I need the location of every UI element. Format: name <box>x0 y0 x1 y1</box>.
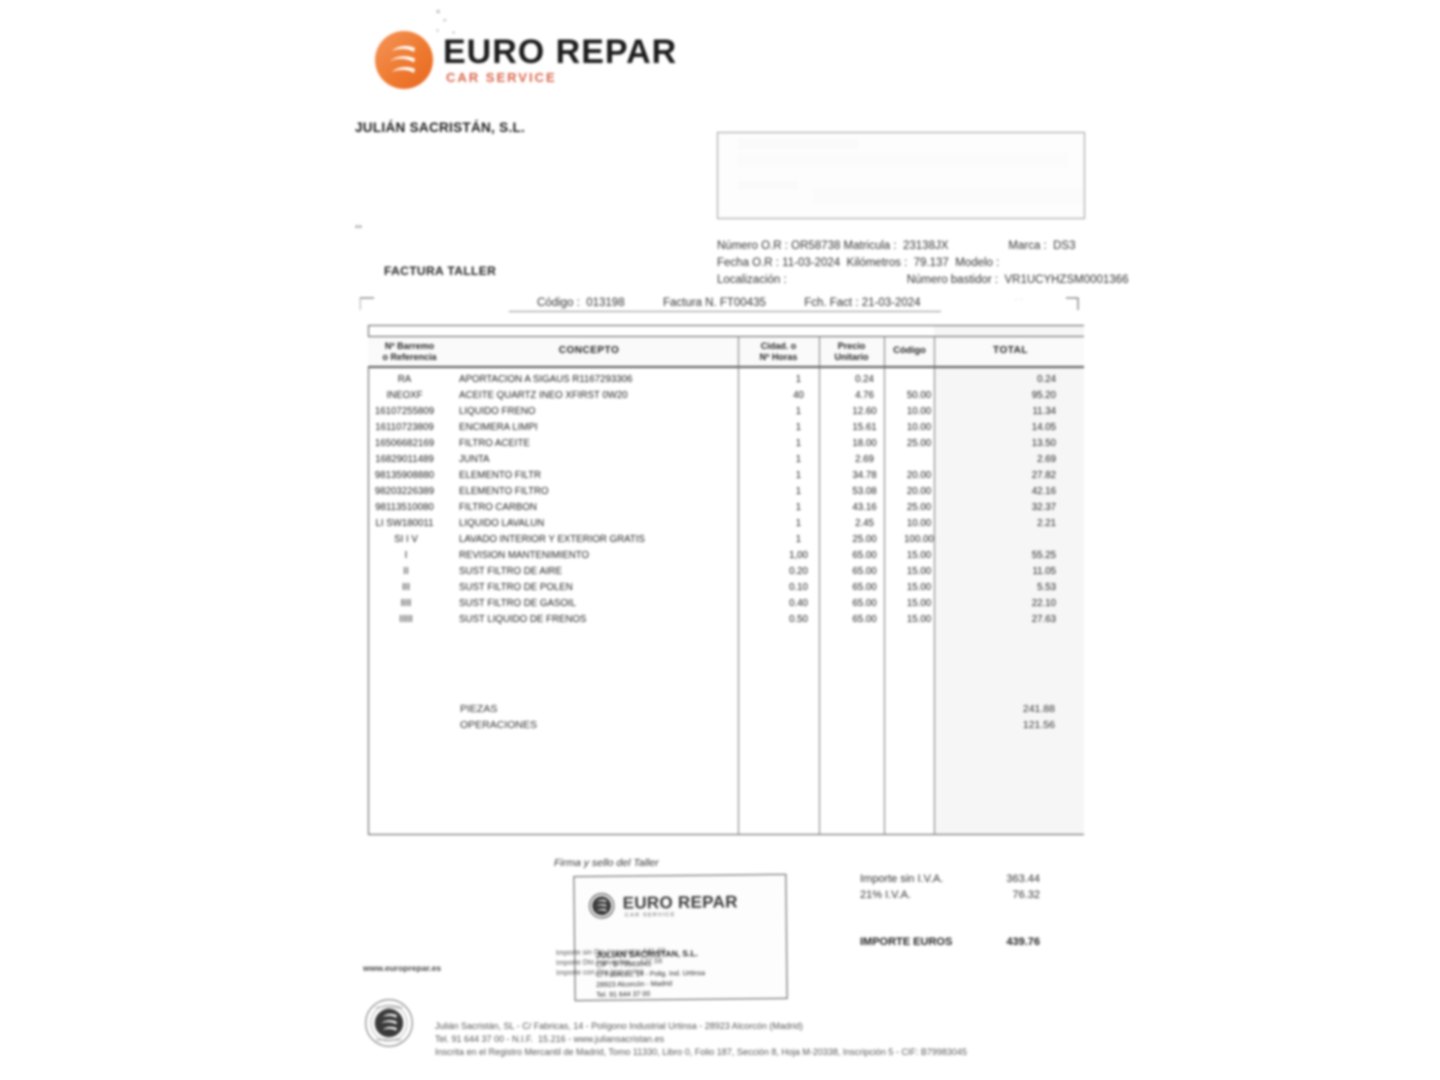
svg-text:*: * <box>452 30 455 39</box>
svg-text:*: * <box>436 28 439 37</box>
svg-text:DE RENTING: DE RENTING <box>376 1038 401 1042</box>
svg-text:LA COMPAÑIA: LA COMPAÑIA <box>375 1004 403 1009</box>
svg-text:*: * <box>443 17 447 27</box>
svg-text:*: * <box>436 8 441 20</box>
